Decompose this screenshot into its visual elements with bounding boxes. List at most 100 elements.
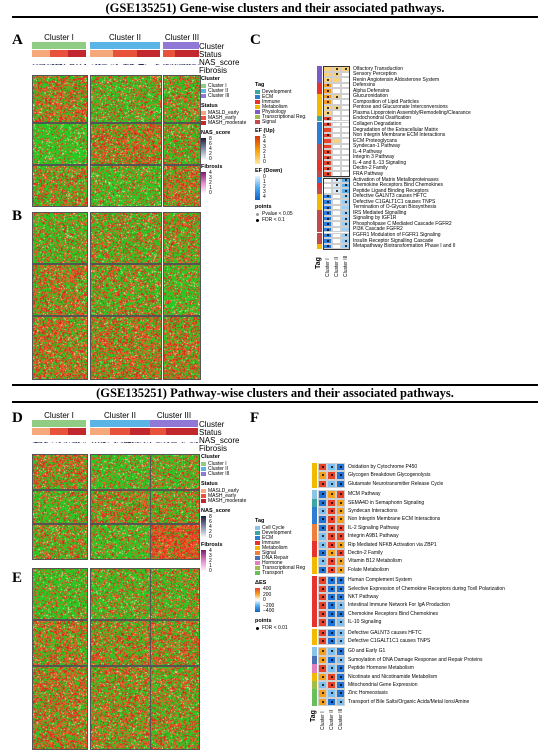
c-x-label: Cluster I — [325, 258, 331, 278]
c-tag-cell — [317, 82, 322, 89]
top-cluster-legend-title: Cluster — [201, 76, 220, 82]
c-pathway-label: Phospholipase C Mediated Cascade FGFR2 — [353, 220, 452, 227]
f-significance-dot — [339, 535, 342, 538]
status-annotation-top-3-0 — [163, 50, 175, 57]
f-significance-dot — [321, 501, 324, 504]
f-significance-dot — [330, 612, 333, 615]
c-significance-dot — [326, 151, 329, 154]
c-significance-dot — [326, 245, 329, 248]
c-pathway-label: FRA Pathway — [353, 170, 384, 177]
c-tag-legend-title: Tag — [255, 82, 265, 88]
c-significance-dot — [344, 234, 347, 237]
c-tag-cell — [317, 188, 322, 194]
c-tag-legend-item: Development — [262, 89, 292, 95]
c-pathway-label: Glucuronidation — [353, 93, 389, 100]
f-pathway-label: Defective GALNT3 causes HFTC — [348, 629, 422, 636]
top-nas-legend-title: NAS_score — [201, 130, 231, 136]
c-significance-dot — [326, 90, 329, 92]
top-cluster-legend-item: Cluster III — [208, 93, 230, 99]
f-significance-dot — [321, 675, 324, 678]
f-significance-dot — [330, 543, 333, 546]
f-tag-cell — [312, 507, 317, 516]
c-tag-cell — [317, 177, 322, 183]
c-tag-cell — [317, 138, 322, 144]
c-significance-dot — [326, 212, 329, 215]
f-significance-dot — [339, 474, 342, 477]
bottom-nas-legend-title: NAS_score — [201, 508, 231, 514]
c-matrix-cell — [332, 154, 341, 161]
cluster-annotation-bottom-2 — [90, 420, 150, 427]
f-pathway-label: Nicotinate and Nicotinamide Metabolism — [348, 673, 438, 680]
f-significance-dot — [321, 510, 324, 512]
bottom-status-legend-title: Status — [201, 481, 218, 487]
c-tag-legend-item: ECM — [262, 94, 274, 100]
row-label-fibrosis-top: Fibrosis — [199, 66, 228, 75]
f-significance-dot — [321, 700, 324, 703]
panel-letter-c: C — [250, 32, 261, 48]
f-significance-dot — [339, 640, 342, 642]
status-annotation-top-2-0 — [90, 50, 114, 57]
c-pathway-label: Dectin-2 Family — [353, 165, 388, 172]
c-x-label: Cluster III — [343, 255, 349, 278]
bottom-status-swatch-0 — [201, 489, 206, 493]
f-tag-swatch-7 — [255, 561, 260, 565]
fibrosis-annotation-top-3 — [163, 66, 199, 72]
f-significance-dot — [330, 526, 333, 529]
f-significance-dot — [330, 466, 333, 468]
c-pathway-label: Syndecan-1 Pathway — [353, 143, 401, 150]
c-significance-dot — [344, 195, 347, 198]
f-tag-cell — [312, 523, 317, 533]
f-significance-dot — [339, 631, 342, 634]
c-matrix-cell — [332, 132, 341, 139]
f-significance-dot — [339, 510, 342, 512]
f-significance-dot — [330, 604, 333, 607]
heat-e2-c3 — [150, 620, 200, 666]
c-significance-dot — [326, 223, 329, 226]
c-pathway-label: Endochondral Ossification — [353, 115, 412, 122]
middle-rule-1 — [12, 384, 538, 386]
c-ef-up-tick: 4 — [263, 139, 266, 145]
c-tag-cell — [317, 127, 322, 133]
c-ef-up-colorbar — [255, 136, 260, 164]
c-points-title: points — [255, 204, 272, 210]
top-title: (GSE135251) Gene-wise clusters and their… — [105, 1, 445, 15]
f-tag-legend-item: Hormone — [262, 560, 283, 566]
f-significance-dot — [321, 667, 324, 670]
c-significance-dot — [326, 162, 329, 165]
f-tag-legend-item: Transport — [262, 570, 284, 576]
f-tag-cell — [312, 584, 317, 593]
f-significance-dot — [321, 543, 324, 546]
f-significance-dot — [339, 650, 342, 653]
f-pathway-label: IL-2 Signaling Pathway — [348, 524, 400, 531]
bottom-nas-tick: 0 — [209, 534, 212, 540]
c-matrix-cell — [332, 110, 341, 116]
f-pathway-label: Zinc Homeostasis — [348, 690, 388, 697]
c-tag-cell — [317, 238, 322, 244]
heat-a1-c1 — [32, 75, 88, 123]
c-pathway-label: Alpha Defensins — [353, 87, 390, 94]
cluster-3-label-top: Cluster III — [164, 33, 200, 42]
f-significance-dot — [330, 684, 333, 686]
c-pathway-label: FGFR1 Modulation of FGFR1 Signaling — [353, 232, 441, 238]
f-significance-dot — [339, 587, 342, 590]
bottom-fibrosis-tick: 4 — [209, 548, 212, 554]
row-label-cluster-bottom: Cluster — [199, 420, 225, 429]
f-tag-cell — [312, 689, 317, 698]
bottom-fibrosis-tick: 2 — [209, 558, 212, 564]
f-pathway-label: SEMA4D in Semaphorin Signaling — [348, 499, 425, 506]
f-significance-dot — [321, 552, 324, 554]
f-tag-cell — [312, 672, 317, 681]
f-tag-cell — [312, 549, 317, 558]
heat-d1-c3 — [150, 454, 200, 490]
c-matrix-cell — [332, 243, 341, 250]
c-tag-swatch-0 — [255, 90, 260, 94]
f-significance-dot — [330, 700, 333, 703]
f-tag-swatch-5 — [255, 551, 260, 555]
f-es-tick: −200 — [263, 602, 275, 609]
c-tag-cell — [317, 199, 322, 205]
f-pathway-label: Mitochondrial Gene Expression — [348, 682, 418, 688]
c-matrix-cell — [332, 115, 341, 122]
heat-a2-c2 — [90, 123, 162, 165]
heat-b1-c1 — [32, 212, 88, 264]
row-label-cluster-top: Cluster — [199, 42, 225, 51]
